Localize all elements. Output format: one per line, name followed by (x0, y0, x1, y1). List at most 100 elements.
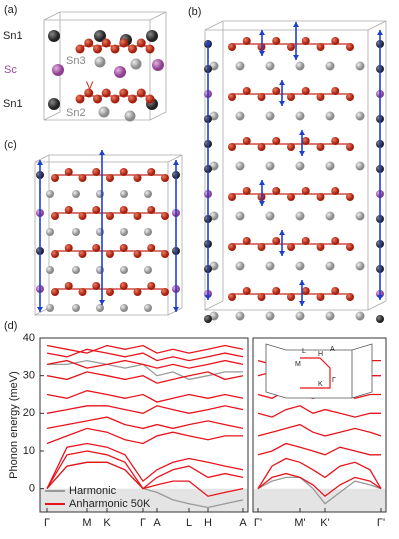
atom (93, 44, 102, 54)
atom (301, 237, 310, 245)
brillouin-zone (265, 343, 373, 399)
atom (119, 88, 129, 98)
atom (301, 187, 310, 195)
atom (331, 87, 340, 95)
atom (133, 250, 142, 258)
atom (124, 110, 136, 122)
atom (144, 228, 152, 236)
atom (355, 111, 365, 121)
phonon-band (257, 476, 382, 505)
y-tick-label: 40 (23, 332, 35, 344)
atom (265, 61, 275, 71)
atom (228, 193, 236, 201)
atom (161, 174, 169, 182)
atom (376, 315, 384, 323)
atom (228, 243, 236, 251)
phonon-band (46, 405, 244, 414)
atom (46, 228, 54, 236)
atom (325, 111, 335, 121)
atom (133, 174, 142, 182)
atom (316, 193, 325, 201)
atom (101, 88, 111, 98)
atom (287, 43, 295, 51)
x-tick-label: K (103, 517, 111, 529)
atom (204, 315, 212, 323)
cell-box (43, 11, 167, 121)
atom-label: Sn3 (66, 55, 86, 67)
phonon-band (257, 457, 382, 489)
atom (46, 190, 54, 198)
atom (235, 261, 245, 271)
phonon-band (46, 371, 244, 384)
atom (295, 211, 305, 221)
atom (51, 288, 59, 296)
atom (316, 93, 325, 101)
phonon-band (46, 427, 243, 445)
atom (287, 143, 295, 151)
atom (136, 38, 146, 48)
atom (272, 137, 281, 145)
atom (301, 87, 310, 95)
atom (96, 266, 104, 274)
bz-path (300, 357, 331, 389)
atom (331, 187, 340, 195)
atom (295, 111, 305, 121)
atom (96, 304, 104, 312)
phonon-band (46, 344, 244, 354)
atom (147, 244, 156, 252)
atom (144, 266, 152, 274)
atom (287, 193, 295, 201)
atom (133, 288, 142, 296)
atom (119, 244, 128, 252)
atom (287, 93, 295, 101)
atom (295, 61, 305, 71)
atom (272, 287, 281, 295)
x-tick-label: L (186, 517, 192, 529)
panel-label: (d) (4, 320, 17, 332)
atom (242, 287, 251, 295)
phonon-band (46, 416, 244, 430)
phonon-band (46, 359, 244, 369)
atom (331, 37, 340, 45)
x-tick-label: Γ' (254, 517, 262, 529)
atom (78, 250, 87, 258)
atom (301, 137, 310, 145)
atom-label: Sn1 (3, 30, 23, 42)
atom (106, 174, 114, 182)
atom (130, 58, 142, 70)
atom (98, 106, 110, 118)
atom (51, 250, 59, 258)
atom (64, 244, 73, 252)
atom (146, 30, 158, 42)
bz-label: L (302, 348, 306, 355)
y-tick-label: 30 (23, 370, 35, 382)
atom (257, 93, 266, 101)
atom (346, 243, 354, 251)
atom (64, 206, 73, 214)
atom (145, 44, 155, 54)
atom (272, 87, 281, 95)
atom (93, 94, 102, 104)
bz-label: H (318, 351, 323, 358)
atom (72, 228, 80, 236)
atom (120, 304, 128, 312)
panel-label: (c) (4, 139, 17, 151)
atom (355, 311, 365, 321)
atom (120, 228, 128, 236)
y-tick-label: 0 (29, 483, 35, 495)
atom (84, 88, 94, 98)
phonon-band (46, 442, 244, 489)
atom (72, 304, 80, 312)
atom (119, 38, 129, 48)
phonon-band (46, 390, 244, 403)
legend-label: Anharmonic 50K (69, 498, 151, 510)
crystal-structures (34, 11, 387, 323)
phonon-band (257, 442, 381, 456)
atom (92, 282, 101, 290)
x-tick-label: A (239, 517, 247, 529)
atom (51, 212, 59, 220)
atom (257, 243, 266, 251)
x-tick-label: M (82, 517, 91, 529)
atom (272, 187, 281, 195)
atom (301, 287, 310, 295)
